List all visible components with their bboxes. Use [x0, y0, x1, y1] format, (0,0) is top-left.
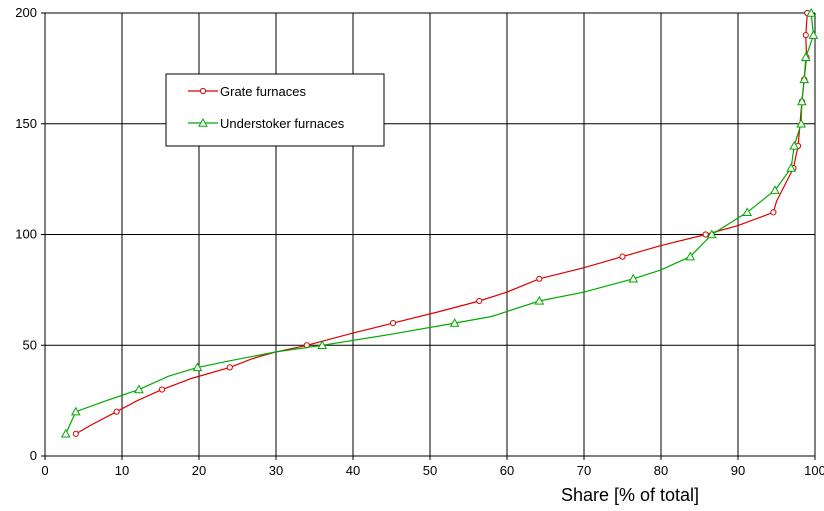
x-tick-label: 100: [804, 463, 824, 478]
x-axis-label: Share [% of total]: [561, 485, 699, 505]
legend-label: Grate furnaces: [220, 84, 306, 99]
data-point: [796, 118, 806, 128]
data-point: [806, 7, 816, 17]
data-point: [72, 430, 79, 437]
data-point: [476, 297, 483, 305]
legend-marker: [198, 117, 208, 127]
axes: [41, 12, 816, 460]
data-point: [770, 209, 777, 216]
x-tick-label: 20: [192, 463, 206, 478]
x-tick-label: 60: [500, 463, 514, 478]
series-understoker-furnaces: [60, 7, 819, 438]
data-point: [226, 364, 233, 371]
legend-marker: [199, 87, 207, 95]
data-point: [192, 362, 203, 372]
x-tick-label: 80: [654, 463, 668, 478]
data-point: [799, 74, 810, 84]
data-point: [702, 231, 709, 238]
data-point: [770, 185, 780, 194]
legend: Grate furnaces Understoker furnaces: [165, 73, 385, 147]
data-point: [619, 253, 626, 260]
data-point: [628, 273, 639, 283]
data-point: [802, 32, 809, 39]
y-tick-label: 200: [15, 5, 37, 20]
data-point: [134, 384, 144, 394]
x-tick-label: 40: [346, 463, 360, 478]
x-tick-label: 90: [731, 463, 745, 478]
series-group: [60, 7, 819, 438]
data-point: [808, 30, 819, 39]
data-point: [800, 52, 811, 61]
x-tick-label: 30: [269, 463, 283, 478]
y-tick-label: 0: [30, 448, 37, 463]
y-tick-label: 150: [15, 116, 37, 131]
series-line-grate-furnaces: [75, 12, 808, 435]
x-tick-label: 0: [41, 463, 48, 478]
y-tick-label: 100: [15, 227, 37, 242]
legend-box: [165, 73, 385, 147]
data-point: [317, 340, 328, 349]
data-point: [158, 386, 166, 393]
data-point: [786, 163, 796, 172]
x-tick-label: 10: [115, 463, 129, 478]
legend-label: Understoker furnaces: [220, 116, 345, 131]
data-point: [70, 406, 81, 416]
data-point: [60, 428, 71, 438]
data-point: [534, 295, 545, 305]
data-point: [742, 207, 753, 217]
data-point: [706, 229, 717, 239]
tick-labels: 0 10 20 30 40 50 60 70 80 90 100 0 50 100 150 200: [15, 5, 824, 478]
data-point: [797, 96, 807, 106]
data-point: [789, 140, 800, 150]
series-line-understoker-furnaces: [65, 12, 815, 435]
y-tick-label: 50: [23, 337, 37, 352]
x-tick-label: 50: [423, 463, 437, 478]
data-point: [685, 251, 696, 261]
x-tick-label: 70: [577, 463, 591, 478]
data-point: [113, 408, 120, 415]
data-point: [449, 318, 460, 327]
data-point: [389, 320, 397, 327]
data-point: [536, 275, 543, 282]
